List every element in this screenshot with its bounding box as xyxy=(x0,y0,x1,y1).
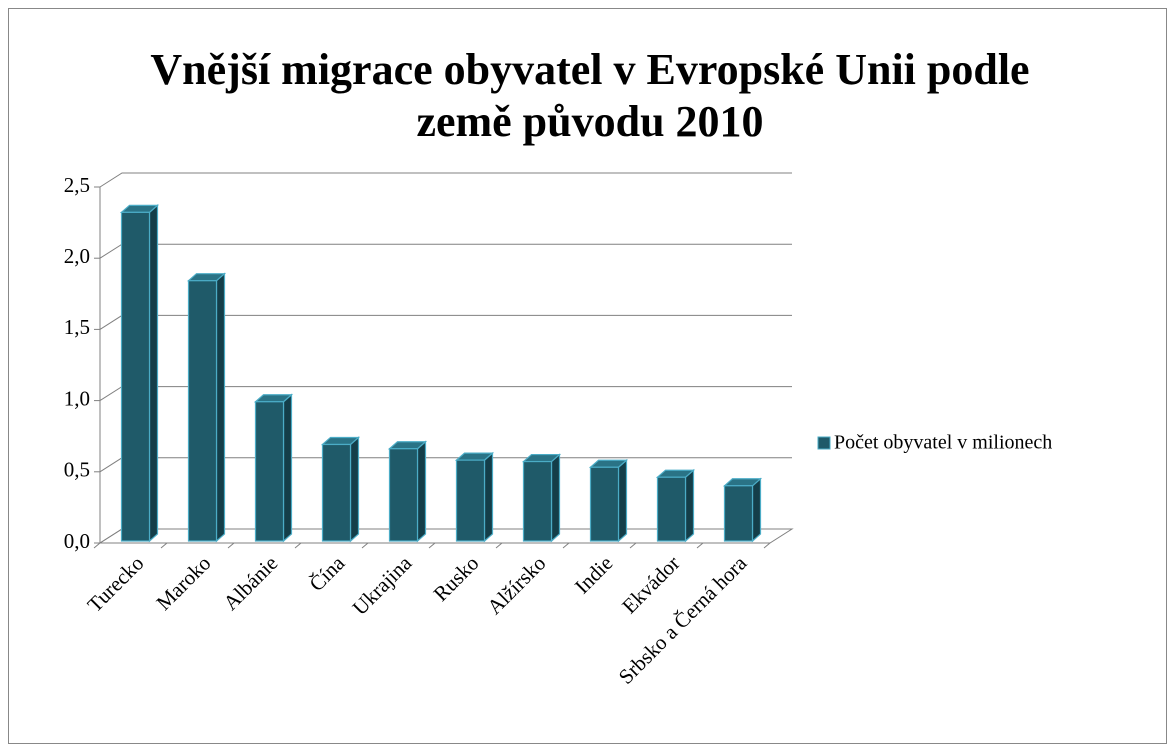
y-tick-label: 0,0 xyxy=(64,529,90,553)
y-tick-label: 0,5 xyxy=(64,458,90,482)
bar-side xyxy=(215,272,226,543)
x-tick xyxy=(227,542,235,549)
y-tick-label: 2,0 xyxy=(64,244,90,268)
bar-front xyxy=(254,401,285,542)
chart-title: země původu 2010 xyxy=(416,97,763,146)
x-tick xyxy=(160,542,168,549)
bar-front xyxy=(723,485,754,542)
bar-front xyxy=(321,443,352,542)
bar-side xyxy=(617,458,628,543)
x-tick xyxy=(294,542,302,549)
bar-side xyxy=(550,453,561,543)
bar-side xyxy=(483,451,494,543)
bar-side xyxy=(751,477,762,543)
bar-front xyxy=(522,460,553,542)
bar xyxy=(253,393,294,543)
bar xyxy=(454,451,495,543)
bar-front xyxy=(589,466,620,542)
bar xyxy=(119,204,160,543)
bar-side xyxy=(349,436,360,543)
bar xyxy=(521,453,562,543)
bar xyxy=(588,458,629,543)
bar-side xyxy=(282,393,293,543)
chart-title: Vnější migrace obyvatel v Evropské Unii … xyxy=(150,45,1029,94)
x-tick xyxy=(428,542,436,549)
bar-side xyxy=(416,440,427,543)
x-tick xyxy=(361,542,369,549)
bar-front xyxy=(187,280,218,542)
bar-front xyxy=(656,476,687,542)
bar-front xyxy=(455,459,486,542)
x-tick xyxy=(495,542,503,549)
legend-swatch xyxy=(817,436,831,450)
bar xyxy=(186,272,227,543)
bar xyxy=(320,436,361,543)
bar-side xyxy=(148,204,159,543)
bar-front xyxy=(388,448,419,542)
bar xyxy=(722,477,763,543)
y-tick-label: 2,5 xyxy=(64,173,90,197)
grid-line xyxy=(99,172,792,188)
x-tick xyxy=(696,542,704,549)
y-tick-label: 1,5 xyxy=(64,315,90,339)
bar xyxy=(655,468,696,543)
x-tick xyxy=(562,542,570,549)
x-tick xyxy=(763,542,771,549)
x-tick xyxy=(629,542,637,549)
bar xyxy=(387,440,428,543)
y-tick-label: 1,0 xyxy=(64,386,90,410)
bar-side xyxy=(684,468,695,543)
x-tick xyxy=(93,542,101,549)
bar-front xyxy=(120,211,151,542)
legend-label: Počet obyvatel v milionech xyxy=(834,432,1052,454)
